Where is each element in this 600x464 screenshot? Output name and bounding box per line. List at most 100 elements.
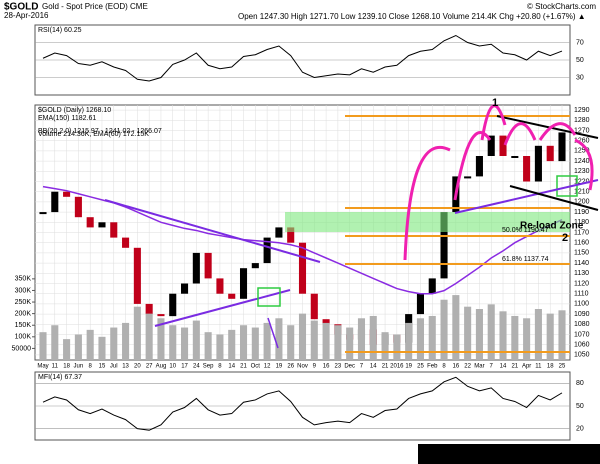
volume-bar [523,318,531,360]
x-tick-label: May [37,364,48,370]
x-tick-label: 21 [511,364,518,370]
x-tick-label: Oct [251,364,261,370]
x-tick-label: 17 [181,364,188,370]
trend-line [104,199,321,263]
price-bar [511,156,519,158]
source: © StockCharts.com [527,2,596,11]
y-tick-label: 20 [576,426,584,433]
x-tick-label: 19 [276,364,283,370]
y2-tick-label: 250K [15,299,32,306]
x-tick-label: 9 [313,364,317,370]
legend-entry: $GOLD (Daily) 1268.10 [38,107,111,114]
volume-bar [322,322,330,360]
volume-bar [346,327,354,360]
price-bar [275,227,283,238]
volume-bar [298,313,307,360]
x-tick-label: 25 [417,364,424,370]
y-tick-label: 1180 [574,219,589,226]
symbol: $GOLD [4,2,38,13]
price-bar [122,237,130,248]
y-tick-label: 1160 [574,240,589,247]
volume-bar [86,329,94,360]
price-bar [98,222,106,228]
volume-bar [239,325,248,360]
y-tick-label: 1130 [574,270,589,277]
x-tick-label: 22 [464,364,471,370]
price-bar [416,293,424,315]
arc [403,104,594,261]
y-tick-label: 1120 [574,280,589,287]
y-tick-label: 1090 [574,311,590,318]
volume-bar [157,318,165,360]
indicator-line [42,34,563,82]
x-tick-label: Sep [203,364,214,370]
trend-line [154,289,291,327]
volume-bar [228,329,236,360]
x-tick-label: 12 [264,364,271,370]
y-tick-label: 1190 [574,209,589,216]
x-tick-label: 15 [99,364,106,370]
price-bar [133,247,141,304]
price-bar [145,303,153,315]
y-tick-label: 50 [576,403,584,410]
price-bar [428,278,436,294]
trend-line [496,115,599,139]
y-tick-label: 1260 [574,138,590,145]
ema-line [42,185,563,295]
price-bar [157,314,165,317]
volume-bar [216,334,224,360]
overlays: Re-load Zone 1 2 50.0% 1190.47 61.8% 113… [104,97,599,353]
price-bar [523,156,531,182]
y-tick-label: 80 [576,380,584,387]
highlight-box [257,287,281,307]
footer: [1138x844] https://upic.me/ [477,449,597,460]
y-tick-label: 1230 [574,168,590,175]
y-tick-label: 1280 [574,117,590,124]
x-tick-label: 16 [452,364,459,370]
annotation: 50.0% 1190.47 [502,227,549,234]
annotation: 61.8% 1137.74 [502,256,549,263]
x-tick-label: 13 [122,364,129,370]
price-bar [546,145,554,162]
price-bar [287,227,295,243]
volume-bar [74,334,82,360]
x-tick-label: Aug [156,364,167,370]
y-tick-label: 1240 [574,158,590,165]
volume-bar [169,325,177,360]
volume-bar [452,295,460,360]
price-bar [192,252,200,284]
x-tick-label: 10 [169,364,176,370]
x-tick-label: 26 [287,364,294,370]
price-bar [51,191,59,213]
x-tick-label: 14 [500,364,507,370]
x-tick-label: 24 [193,364,200,370]
y-tick-label: 50 [576,57,584,64]
volume-bar [110,327,118,360]
price-bar [487,135,495,156]
volume-bar [487,304,495,360]
annotation: 1 [492,97,498,109]
x-tick-label: 11 [535,364,542,370]
x-tick-label: 8 [218,364,222,370]
volume-bar [428,315,436,360]
volume-bar [416,318,424,360]
price-bar [251,263,259,269]
volume-bar [369,315,377,360]
price-bar [86,217,94,228]
x-tick-label: 11 [52,364,59,370]
y-tick-label: 1250 [574,148,590,155]
y2-tick-label: 200K [15,310,32,317]
trend-line [509,185,599,211]
price-bar [204,252,212,279]
volume-bar [464,306,472,360]
volume-bar [145,313,153,360]
x-tick-label: 2016 [390,364,404,370]
volume-bar [275,318,283,360]
y-tick-label: 1060 [574,342,590,349]
legend-entry: MFI(14) 67.37 [38,374,82,381]
x-tick-label: 21 [382,364,389,370]
price-bar [499,135,507,156]
price-bar [310,293,318,320]
volume-bar [393,334,401,360]
